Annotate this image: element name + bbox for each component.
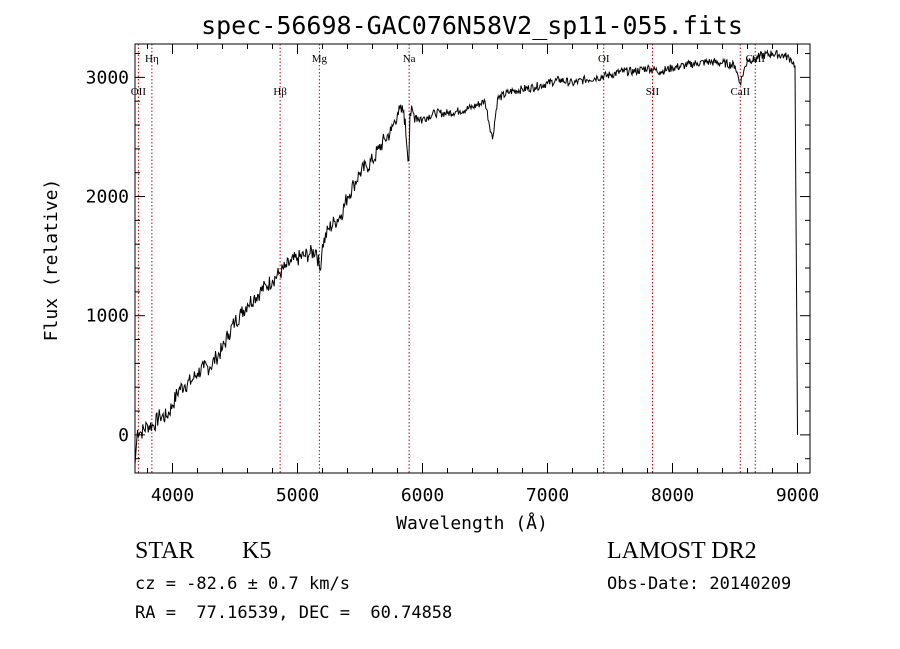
x-tick-label: 9000: [776, 485, 819, 506]
object-subclass: K5: [242, 538, 272, 564]
coordinates-text: RA = 77.16539, DEC = 60.74858: [135, 603, 453, 623]
survey-name: LAMOST DR2: [607, 538, 757, 564]
x-tick-label: 8000: [651, 485, 694, 506]
y-tick-label: 1000: [86, 306, 129, 327]
x-axis: 4000 5000 6000 7000 8000 9000: [147, 44, 819, 506]
y-axis-label: Flux (relative): [41, 179, 62, 342]
y-tick-label: 2000: [86, 187, 129, 208]
spectral-line-label: CaII: [730, 86, 750, 98]
spectral-line-label: Mg: [312, 53, 328, 65]
x-axis-label: Wavelength (Å): [396, 512, 548, 534]
y-tick-label: 0: [118, 425, 129, 446]
x-tick-label: 4000: [151, 485, 194, 506]
spectral-line-label: OII: [131, 86, 147, 98]
object-class: STAR: [135, 538, 195, 564]
redshift-text: cz = -82.6 ± 0.7 km/s: [135, 574, 350, 594]
y-tick-label: 3000: [86, 67, 129, 88]
spectral-line-label: Na: [403, 53, 416, 65]
spectral-line-label: SII: [646, 86, 660, 98]
plot-frame: [134, 43, 811, 474]
x-tick-label: 7000: [526, 485, 569, 506]
spectrum-line: [134, 49, 798, 465]
x-tick-label: 6000: [401, 485, 444, 506]
obs-date-text: Obs-Date: 20140209: [607, 574, 792, 594]
spectral-line-label: Hβ: [273, 86, 287, 98]
spectral-line-label: Hη: [145, 53, 159, 65]
spectral-line-label: OI: [598, 53, 610, 65]
x-tick-label: 5000: [276, 485, 319, 506]
y-axis: 0 1000 2000 3000: [86, 53, 810, 460]
chart-title: spec-56698-GAC076N58V2_sp11-055.fits: [201, 11, 743, 40]
